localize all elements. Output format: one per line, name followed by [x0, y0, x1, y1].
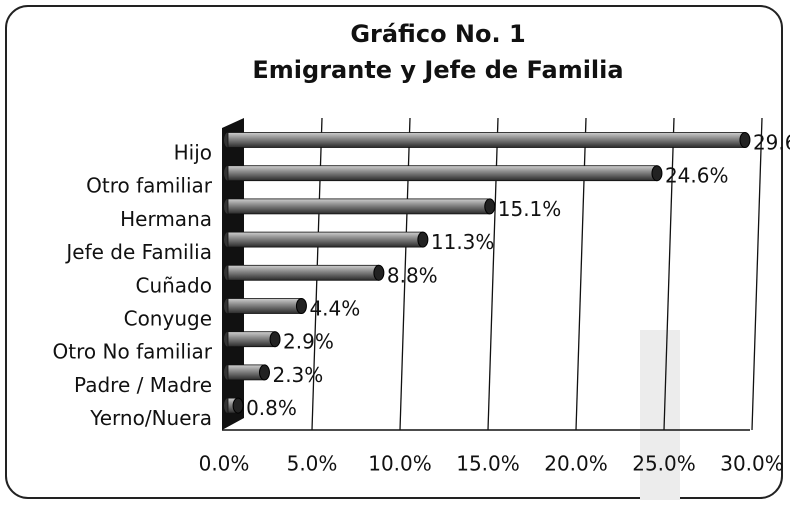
bar: [227, 331, 276, 348]
bar-end-cap: [417, 231, 429, 248]
bar: [227, 231, 424, 248]
y-tick-label: Jefe de Familia: [64, 240, 212, 264]
bar-end-cap: [484, 198, 496, 215]
value-label: 11.3%: [431, 230, 495, 254]
x-tick-label: 25.0%: [632, 452, 696, 476]
value-label: 2.9%: [283, 330, 334, 354]
bar-end-cap: [295, 298, 307, 314]
bar-end-cap: [258, 364, 270, 381]
y-tick-label: Conyuge: [124, 307, 212, 331]
bar: [227, 165, 658, 182]
bar-end-cap: [269, 331, 281, 348]
y-tick-label: Otro No familiar: [53, 340, 213, 364]
y-tick-label: Yerno/Nuera: [89, 406, 212, 430]
chart-title: Gráfico No. 1: [350, 20, 525, 48]
grid-line: [751, 117, 763, 431]
y-tick-label: Hijo: [174, 141, 212, 165]
bar-end-cap: [739, 132, 751, 148]
x-tick-label: 20.0%: [544, 452, 608, 476]
chart-subtitle: Emigrante y Jefe de Familia: [252, 56, 623, 84]
x-tick-label: 0.0%: [199, 452, 250, 476]
x-tick-label: 30.0%: [720, 452, 784, 476]
y-tick-label: Padre / Madre: [74, 373, 212, 397]
bar: [227, 198, 491, 215]
bar-end-cap: [232, 397, 244, 414]
bar-end-cap: [373, 264, 385, 281]
x-tick-label: 10.0%: [368, 452, 432, 476]
value-label: 29.6%: [753, 131, 790, 155]
grid-line: [575, 117, 587, 431]
bar: [227, 298, 302, 314]
bar-end-cap: [651, 165, 663, 182]
value-label: 2.3%: [272, 363, 323, 387]
grid-line: [487, 117, 499, 431]
x-tick-label: 5.0%: [287, 452, 338, 476]
grid-line: [663, 117, 675, 431]
x-tick-label: 15.0%: [456, 452, 520, 476]
bar: [227, 264, 380, 281]
scan-shade: [640, 330, 680, 500]
y-tick-label: Cuñado: [135, 273, 212, 297]
y-tick-label: Otro familiar: [86, 174, 213, 198]
y-tick-label: Hermana: [120, 207, 212, 231]
value-label: 0.8%: [246, 396, 297, 420]
bar: [227, 132, 746, 148]
value-label: 24.6%: [665, 164, 729, 188]
value-label: 4.4%: [309, 297, 360, 321]
value-label: 15.1%: [498, 197, 562, 221]
value-label: 8.8%: [387, 263, 438, 287]
chart-border: [5, 5, 783, 499]
